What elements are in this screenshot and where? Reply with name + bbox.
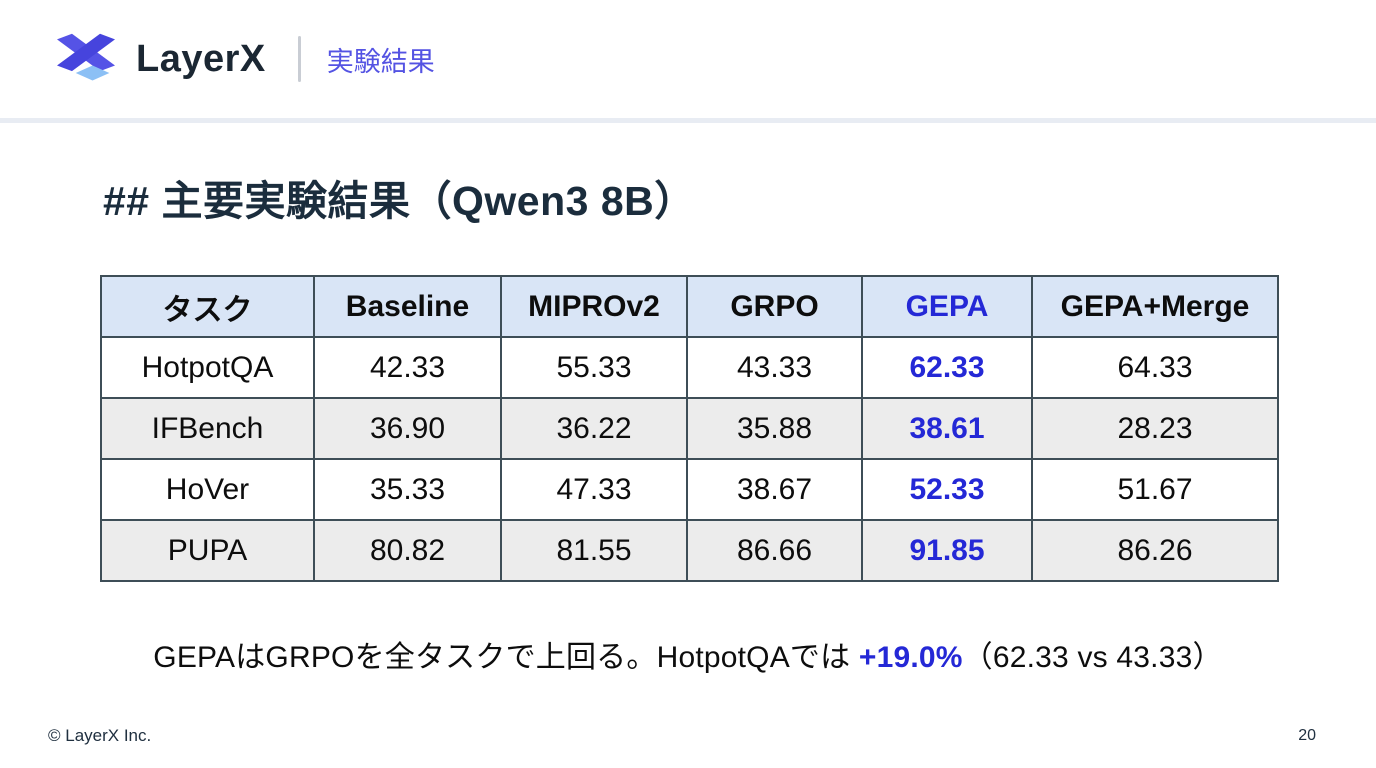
table-row: HoVer 35.33 47.33 38.67 52.33 51.67 — [100, 458, 1279, 521]
top-brand-bar: LayerX 実験結果 — [0, 0, 1376, 118]
value-cell: 91.85 — [861, 519, 1033, 582]
header-divider — [297, 36, 301, 82]
value-cell: 35.88 — [686, 397, 863, 460]
value-cell: 38.61 — [861, 397, 1033, 460]
value-cell: 81.55 — [500, 519, 688, 582]
value-cell: 47.33 — [500, 458, 688, 521]
value-cell: 38.67 — [686, 458, 863, 521]
table-row: PUPA 80.82 81.55 86.66 91.85 86.26 — [100, 519, 1279, 582]
value-cell: 62.33 — [861, 336, 1033, 399]
value-cell: 35.33 — [313, 458, 502, 521]
value-cell: 55.33 — [500, 336, 688, 399]
value-cell: 52.33 — [861, 458, 1033, 521]
column-header-grpo: GRPO — [686, 275, 863, 338]
brand-name: LayerX — [136, 37, 266, 80]
section-label: 実験結果 — [326, 46, 435, 77]
page-number: 20 — [1298, 727, 1316, 744]
summary-prefix: GEPAはGRPOを全タスクで上回る。HotpotQAでは — [153, 641, 859, 674]
slide-content: ## 主要実験結果（Qwen3 8B） タスク Baseline MIPROv2 GR… — [0, 167, 1376, 676]
value-cell: 86.66 — [686, 519, 863, 582]
layerx-logo-icon — [57, 33, 115, 81]
summary-highlight: +19.0% — [858, 641, 963, 674]
value-cell: 42.33 — [313, 336, 502, 399]
task-cell: HoVer — [100, 458, 315, 521]
column-header-: タスク — [100, 275, 315, 338]
value-cell: 36.22 — [500, 397, 688, 460]
column-header-miprov2: MIPROv2 — [500, 275, 688, 338]
value-cell: 43.33 — [686, 336, 863, 399]
column-header-baseline: Baseline — [313, 275, 502, 338]
value-cell: 36.90 — [313, 397, 502, 460]
summary-suffix: （62.33 vs 43.33） — [962, 641, 1223, 674]
slide-footer: © LayerX Inc. 20 — [0, 726, 1376, 746]
column-header-gepa-merge: GEPA+Merge — [1031, 275, 1279, 338]
table-row: HotpotQA 42.33 55.33 43.33 62.33 64.33 — [100, 336, 1279, 399]
table-row: IFBench 36.90 36.22 35.88 38.61 28.23 — [100, 397, 1279, 460]
value-cell: 86.26 — [1031, 519, 1279, 582]
task-cell: PUPA — [100, 519, 315, 582]
summary-line: GEPAはGRPOを全タスクで上回る。HotpotQAでは +19.0%（62.… — [50, 632, 1326, 676]
slide-title: ## 主要実験結果（Qwen3 8B） — [103, 178, 696, 224]
header-separator-band — [0, 118, 1376, 123]
column-header-gepa: GEPA — [861, 275, 1033, 338]
value-cell: 51.67 — [1031, 458, 1279, 521]
value-cell: 64.33 — [1031, 336, 1279, 399]
table-header-row: タスク Baseline MIPROv2 GRPO GEPA GEPA+Merge — [100, 275, 1279, 338]
task-cell: IFBench — [100, 397, 315, 460]
copyright-text: © LayerX Inc. — [48, 726, 152, 745]
value-cell: 28.23 — [1031, 397, 1279, 460]
task-cell: HotpotQA — [100, 336, 315, 399]
results-table: タスク Baseline MIPROv2 GRPO GEPA GEPA+Merge Hot… — [100, 275, 1279, 582]
value-cell: 80.82 — [313, 519, 502, 582]
